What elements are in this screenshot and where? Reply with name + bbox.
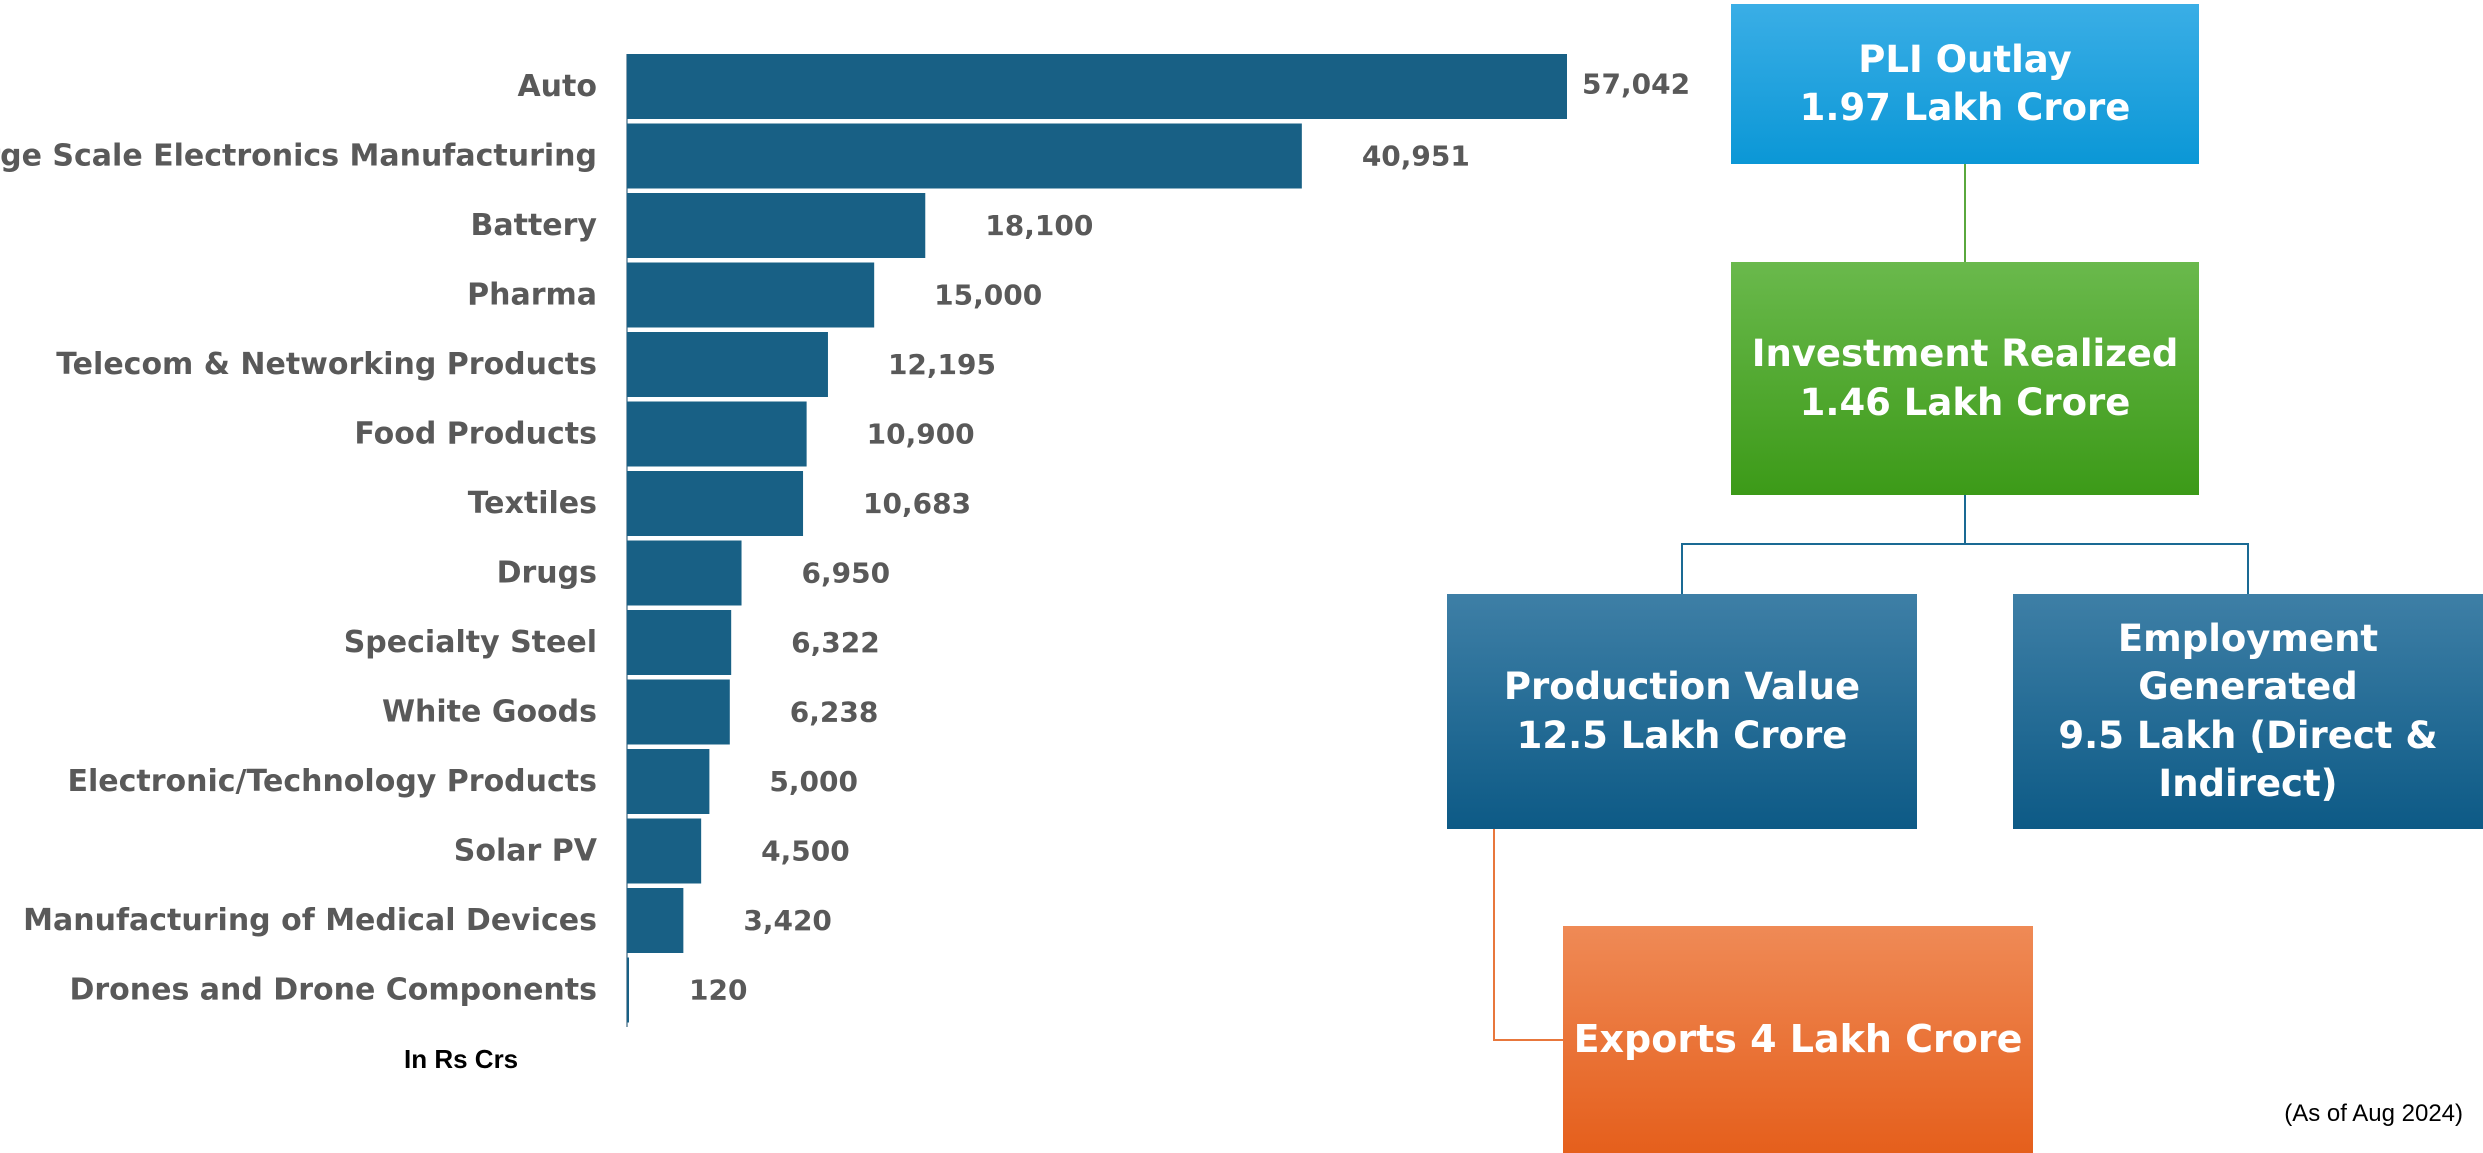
bar bbox=[627, 818, 702, 884]
bar bbox=[627, 401, 807, 467]
employment-generated-box: Employment Generated 9.5 Lakh (Direct & … bbox=[2013, 594, 2483, 829]
value-label: 120 bbox=[689, 974, 747, 1007]
bar-chart: Auto 57,042 Large Scale Electronics Manufa… bbox=[0, 54, 1690, 1027]
bar bbox=[627, 610, 732, 675]
pli-outlay-title: PLI Outlay bbox=[1858, 37, 2072, 81]
value-label: 10,900 bbox=[867, 418, 975, 451]
value-label: 15,000 bbox=[934, 279, 1042, 312]
category-label: Telecom & Networking Products bbox=[56, 347, 597, 382]
connector-investment-employment bbox=[1965, 543, 2249, 594]
pli-outlay-box: PLI Outlay 1.97 Lakh Crore bbox=[1731, 4, 2199, 164]
value-label: 6,950 bbox=[802, 557, 891, 590]
investment-realized-box: Investment Realized 1.46 Lakh Crore bbox=[1731, 262, 2199, 495]
category-label: Specialty Steel bbox=[344, 625, 597, 660]
exports-title: Exports 4 Lakh Crore bbox=[1573, 1016, 2023, 1061]
category-label: Drones and Drone Components bbox=[69, 973, 597, 1008]
production-value: 12.5 Lakh Crore bbox=[1516, 713, 1848, 757]
investment-title: Investment Realized bbox=[1751, 332, 2179, 376]
value-label: 12,195 bbox=[888, 348, 996, 381]
bar bbox=[627, 749, 710, 814]
bar bbox=[627, 54, 1567, 119]
value-label: 6,238 bbox=[790, 696, 879, 729]
category-label: Auto bbox=[517, 69, 597, 104]
category-label: Large Scale Electronics Manufacturing bbox=[0, 139, 597, 174]
exports-box: Exports 4 Lakh Crore bbox=[1563, 926, 2033, 1153]
category-label: Textiles bbox=[468, 486, 597, 521]
bar bbox=[627, 332, 828, 397]
category-label: Pharma bbox=[467, 278, 597, 313]
category-label: Manufacturing of Medical Devices bbox=[23, 903, 597, 938]
category-label: Drugs bbox=[497, 556, 597, 591]
category-label: Battery bbox=[471, 208, 598, 243]
employment-value: 9.5 Lakh (Direct & Indirect) bbox=[2058, 713, 2438, 805]
value-label: 18,100 bbox=[985, 209, 1093, 242]
category-label: Electronic/Technology Products bbox=[67, 764, 597, 799]
category-label: White Goods bbox=[382, 695, 597, 730]
bar bbox=[627, 540, 742, 606]
production-title: Production Value bbox=[1503, 665, 1861, 709]
bar bbox=[627, 193, 926, 258]
value-label: 5,000 bbox=[769, 765, 858, 798]
as-of-footnote: (As of Aug 2024) bbox=[2284, 1100, 2463, 1127]
category-label: Solar PV bbox=[454, 834, 598, 869]
value-label: 3,420 bbox=[743, 904, 832, 937]
value-label: 4,500 bbox=[761, 835, 850, 868]
pli-outlay-value: 1.97 Lakh Crore bbox=[1799, 86, 2131, 129]
unit-label: In Rs Crs bbox=[404, 1044, 519, 1074]
bar bbox=[627, 471, 804, 536]
value-label: 10,683 bbox=[863, 487, 971, 520]
value-label: 40,951 bbox=[1362, 140, 1470, 173]
value-label: 57,042 bbox=[1582, 68, 1690, 101]
investment-value: 1.46 Lakh Crore bbox=[1799, 380, 2131, 424]
value-label: 6,322 bbox=[791, 626, 880, 659]
bar bbox=[627, 262, 875, 328]
bar bbox=[627, 679, 730, 745]
production-value-box: Production Value 12.5 Lakh Crore bbox=[1447, 594, 1917, 829]
category-label: Food Products bbox=[354, 417, 597, 452]
bar bbox=[627, 123, 1302, 189]
bar bbox=[627, 957, 629, 1023]
bar bbox=[627, 888, 684, 953]
employment-title: Employment Generated bbox=[2117, 617, 2379, 709]
